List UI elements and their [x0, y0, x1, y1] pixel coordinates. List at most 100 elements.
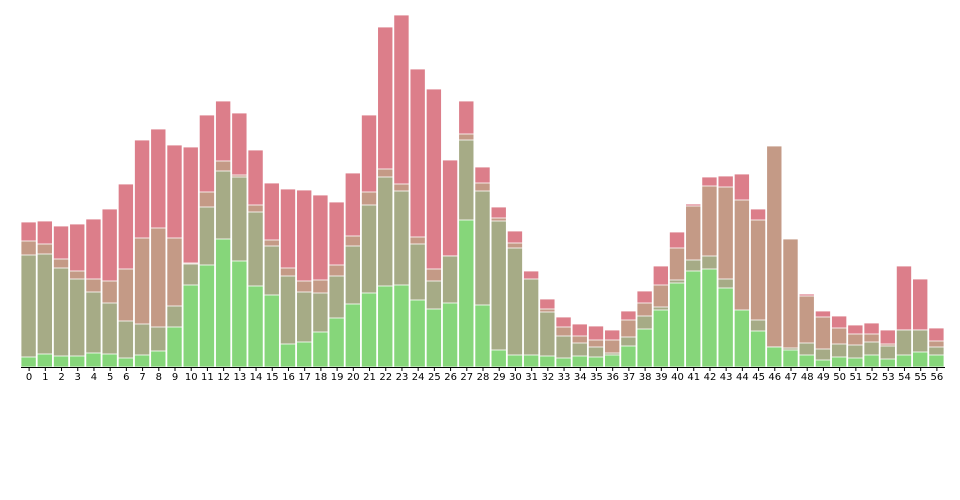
- bar-series-3-cat-22: [377, 285, 394, 368]
- bar-series-3-cat-27: [458, 219, 475, 368]
- bar-series-3-cat-39: [652, 309, 669, 368]
- bar-series-2-cat-30: [506, 247, 523, 368]
- bar-series-3-cat-0: [20, 356, 37, 368]
- x-tick-label-47: 47: [785, 372, 798, 383]
- bar-series-3-cat-44: [733, 309, 750, 368]
- x-tick-label-51: 51: [849, 372, 862, 383]
- bar-series-1-cat-46: [766, 145, 783, 368]
- bar-series-2-cat-29: [490, 220, 507, 368]
- x-tick-label-48: 48: [801, 372, 814, 383]
- bar-series-3-cat-36: [604, 354, 621, 368]
- bar-series-3-cat-1: [36, 353, 53, 368]
- bar-series-3-cat-28: [474, 304, 491, 368]
- x-tick-label-45: 45: [752, 372, 765, 383]
- x-tick-label-7: 7: [139, 372, 145, 383]
- x-tick-label-18: 18: [315, 372, 328, 383]
- x-tick-label-14: 14: [250, 372, 263, 383]
- bar-series-3-cat-47: [782, 349, 799, 368]
- x-tick-label-20: 20: [347, 372, 360, 383]
- bar-series-3-cat-15: [263, 294, 280, 368]
- bar-series-3-cat-30: [506, 354, 523, 368]
- x-tick-label-10: 10: [185, 372, 198, 383]
- bar-series-3-cat-55: [912, 351, 929, 368]
- x-tick-label-19: 19: [331, 372, 344, 383]
- bar-series-3-cat-51: [847, 357, 864, 368]
- x-tick-label-6: 6: [123, 372, 129, 383]
- x-tick-label-26: 26: [444, 372, 457, 383]
- x-tick-label-55: 55: [914, 372, 927, 383]
- x-tick-label-52: 52: [866, 372, 879, 383]
- bar-series-3-cat-41: [685, 270, 702, 368]
- x-tick-label-13: 13: [233, 372, 246, 383]
- bar-series-3-cat-52: [863, 354, 880, 368]
- bar-series-3-cat-12: [215, 238, 232, 368]
- x-tick-label-41: 41: [687, 372, 700, 383]
- x-tick-label-17: 17: [298, 372, 311, 383]
- bar-series-3-cat-17: [296, 341, 313, 368]
- x-tick-label-1: 1: [42, 372, 48, 383]
- x-tick-label-24: 24: [412, 372, 425, 383]
- bar-series-3-cat-34: [571, 355, 588, 368]
- x-tick-label-8: 8: [156, 372, 162, 383]
- bar-series-3-cat-37: [620, 345, 637, 368]
- x-tick-label-37: 37: [623, 372, 636, 383]
- bar-series-3-cat-2: [53, 355, 70, 368]
- bar-series-3-cat-33: [555, 357, 572, 368]
- x-tick-label-2: 2: [58, 372, 64, 383]
- x-tick-label-31: 31: [525, 372, 538, 383]
- x-tick-label-28: 28: [477, 372, 490, 383]
- bar-series-3-cat-19: [328, 317, 345, 368]
- bar-series-3-cat-35: [587, 356, 604, 368]
- bar-series-3-cat-21: [361, 292, 378, 368]
- bar-series-3-cat-50: [831, 356, 848, 368]
- x-axis-ticks: 0 1 2 3 4 5 6 7 8 9 10 11 12 13 14 15 16 17 18 19 20 21 22 23 24…: [26, 367, 943, 383]
- bar-series-2-cat-0: [20, 254, 37, 368]
- bar-series-3-cat-16: [279, 343, 296, 368]
- bar-series-2-cat-31: [523, 278, 540, 368]
- x-tick-label-36: 36: [606, 372, 619, 383]
- x-tick-label-32: 32: [541, 372, 554, 383]
- bar-series-3-cat-4: [85, 352, 102, 368]
- bar-series-3-cat-9: [166, 326, 183, 368]
- bar-series-3-cat-54: [895, 354, 912, 368]
- x-tick-label-34: 34: [574, 372, 587, 383]
- bar-series-3-cat-38: [636, 328, 653, 368]
- bar-series-3-cat-43: [717, 287, 734, 368]
- bar-series-3-cat-10: [182, 284, 199, 368]
- x-tick-label-46: 46: [768, 372, 781, 383]
- bar-series-3-cat-14: [247, 285, 264, 368]
- x-tick-label-54: 54: [898, 372, 911, 383]
- x-tick-label-43: 43: [720, 372, 733, 383]
- x-tick-label-38: 38: [639, 372, 652, 383]
- x-tick-label-49: 49: [817, 372, 830, 383]
- bar-series-3-cat-29: [490, 349, 507, 368]
- bar-series-3-cat-6: [117, 357, 134, 368]
- bar-series-3-cat-42: [701, 268, 718, 368]
- x-tick-label-27: 27: [460, 372, 473, 383]
- bar-series-3-cat-24: [409, 299, 426, 368]
- bar-series-3-cat-3: [69, 355, 86, 368]
- x-tick-label-29: 29: [493, 372, 506, 383]
- bar-series-3-cat-53: [879, 358, 896, 368]
- bar-series-3-cat-8: [150, 350, 167, 368]
- x-tick-label-9: 9: [172, 372, 178, 383]
- x-tick-label-22: 22: [379, 372, 392, 383]
- x-tick-label-11: 11: [201, 372, 214, 383]
- bar-series-2-cat-1: [36, 253, 53, 368]
- bar-series-3-cat-26: [442, 302, 459, 368]
- bar-series-3-cat-56: [928, 354, 945, 368]
- bar-series-3-cat-49: [814, 359, 831, 368]
- x-tick-label-15: 15: [266, 372, 279, 383]
- bar-series-3-cat-18: [312, 331, 329, 368]
- bar-series-3-cat-11: [198, 264, 215, 368]
- x-tick-label-16: 16: [282, 372, 295, 383]
- x-tick-label-33: 33: [558, 372, 571, 383]
- x-tick-label-21: 21: [363, 372, 376, 383]
- bar-series-3-cat-31: [523, 354, 540, 368]
- x-tick-label-40: 40: [671, 372, 684, 383]
- bar-series-3-cat-5: [101, 353, 118, 368]
- x-tick-label-30: 30: [509, 372, 522, 383]
- x-tick-label-50: 50: [833, 372, 846, 383]
- bar-series-3-cat-23: [393, 284, 410, 368]
